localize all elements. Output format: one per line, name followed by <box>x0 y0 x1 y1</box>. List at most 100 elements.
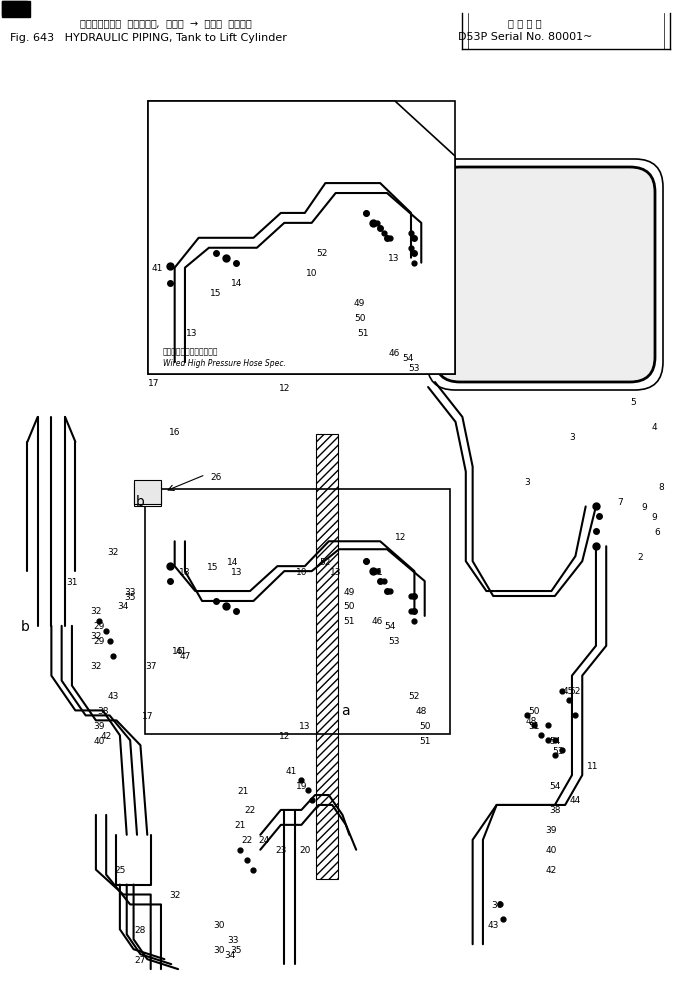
Text: 13: 13 <box>388 253 399 263</box>
Text: 54: 54 <box>549 780 560 790</box>
Text: Fig. 643   HYDRAULIC PIPING, Tank to Lift Cylinder: Fig. 643 HYDRAULIC PIPING, Tank to Lift … <box>10 33 287 43</box>
Text: 52: 52 <box>320 557 331 567</box>
Text: b: b <box>21 619 29 633</box>
Text: 30: 30 <box>214 944 225 954</box>
Text: 50: 50 <box>529 706 540 716</box>
Text: 12: 12 <box>279 383 290 393</box>
Text: 32: 32 <box>108 547 119 557</box>
Text: 15: 15 <box>210 288 221 298</box>
Text: 10: 10 <box>296 567 307 577</box>
Text: 27: 27 <box>135 954 146 964</box>
Text: 29: 29 <box>94 621 105 631</box>
Bar <box>148 102 455 375</box>
Text: 6: 6 <box>655 527 660 537</box>
Text: 49: 49 <box>354 298 365 308</box>
Text: 3: 3 <box>525 477 530 487</box>
Text: 46: 46 <box>388 348 399 358</box>
Text: 19: 19 <box>296 780 307 790</box>
Text: 32: 32 <box>90 631 101 641</box>
Text: 53: 53 <box>388 636 399 646</box>
Text: b: b <box>136 495 145 509</box>
Text: 52: 52 <box>409 691 420 701</box>
Text: 25: 25 <box>114 865 125 875</box>
Text: 31: 31 <box>66 577 77 586</box>
Text: a: a <box>342 704 350 718</box>
Text: 33: 33 <box>227 934 238 944</box>
Text: 16: 16 <box>173 646 184 656</box>
Text: 14: 14 <box>227 557 238 567</box>
Text: 22: 22 <box>241 835 252 845</box>
Text: 45: 45 <box>563 686 574 696</box>
Text: 13: 13 <box>186 328 197 338</box>
Polygon shape <box>148 102 455 375</box>
Text: 18: 18 <box>179 567 190 577</box>
Text: 21: 21 <box>234 820 245 830</box>
Text: 17: 17 <box>149 378 160 388</box>
Text: 26: 26 <box>210 472 221 482</box>
Text: 35: 35 <box>125 591 136 601</box>
Bar <box>2 2 27 16</box>
Text: 41: 41 <box>286 765 297 775</box>
Text: 7: 7 <box>617 497 623 507</box>
Text: 4: 4 <box>651 422 657 432</box>
Text: 44: 44 <box>570 795 581 805</box>
Text: 54: 54 <box>402 353 413 363</box>
Bar <box>134 480 161 505</box>
Text: Wired High Pressure Hose Spec.: Wired High Pressure Hose Spec. <box>163 359 286 368</box>
Text: 13: 13 <box>299 721 310 731</box>
Text: 50: 50 <box>354 313 365 323</box>
Text: 54: 54 <box>385 621 396 631</box>
Text: 32: 32 <box>90 661 101 671</box>
Text: 38: 38 <box>97 706 108 716</box>
Polygon shape <box>145 489 450 735</box>
Text: 24: 24 <box>258 835 269 845</box>
Text: 10: 10 <box>306 268 317 278</box>
Text: 9: 9 <box>641 502 647 512</box>
Text: 52: 52 <box>316 248 327 258</box>
Text: 52: 52 <box>570 686 581 696</box>
Text: 38: 38 <box>549 805 560 815</box>
Text: 34: 34 <box>224 949 235 959</box>
Text: 13: 13 <box>231 567 242 577</box>
Text: 43: 43 <box>108 691 119 701</box>
Text: 41: 41 <box>176 646 187 656</box>
Text: 5: 5 <box>631 398 636 408</box>
Text: 47: 47 <box>179 651 190 661</box>
Text: 20: 20 <box>299 845 310 855</box>
Text: 39: 39 <box>94 721 105 731</box>
Text: 14: 14 <box>231 278 242 288</box>
FancyBboxPatch shape <box>435 168 655 383</box>
Text: ハイドロリック  パイピング,  タンク  →  リフト  シリンダ: ハイドロリック パイピング, タンク → リフト シリンダ <box>80 18 252 28</box>
Text: 15: 15 <box>207 562 218 572</box>
Text: ワイヤ巻き高圧ホース仕様: ワイヤ巻き高圧ホース仕様 <box>163 347 219 356</box>
Text: 29: 29 <box>94 636 105 646</box>
Bar <box>134 482 161 507</box>
Text: 13: 13 <box>330 567 341 577</box>
Text: 39: 39 <box>546 825 557 835</box>
Text: 21: 21 <box>238 785 249 795</box>
Text: 53: 53 <box>409 363 420 373</box>
Text: 53: 53 <box>553 746 564 755</box>
Text: 1: 1 <box>377 567 383 577</box>
Text: 35: 35 <box>231 944 242 954</box>
Text: 36: 36 <box>491 900 502 910</box>
Text: 51: 51 <box>344 616 355 626</box>
Text: 17: 17 <box>142 711 153 721</box>
Text: 32: 32 <box>90 606 101 616</box>
Text: 9: 9 <box>651 512 657 522</box>
Text: 16: 16 <box>169 427 180 437</box>
Text: 34: 34 <box>118 601 129 611</box>
Text: 28: 28 <box>135 924 146 934</box>
Text: D53P Serial No. 80001~: D53P Serial No. 80001~ <box>458 32 593 42</box>
Text: 43: 43 <box>488 919 499 929</box>
Text: 49: 49 <box>344 586 355 596</box>
Text: 48: 48 <box>525 716 536 726</box>
Text: 12: 12 <box>395 532 406 542</box>
Text: 48: 48 <box>416 706 427 716</box>
Text: 40: 40 <box>546 845 557 855</box>
Text: 40: 40 <box>94 736 105 746</box>
Text: 23: 23 <box>275 845 286 855</box>
Text: 22: 22 <box>245 805 256 815</box>
Text: 8: 8 <box>658 482 664 492</box>
Text: 3: 3 <box>569 432 575 442</box>
